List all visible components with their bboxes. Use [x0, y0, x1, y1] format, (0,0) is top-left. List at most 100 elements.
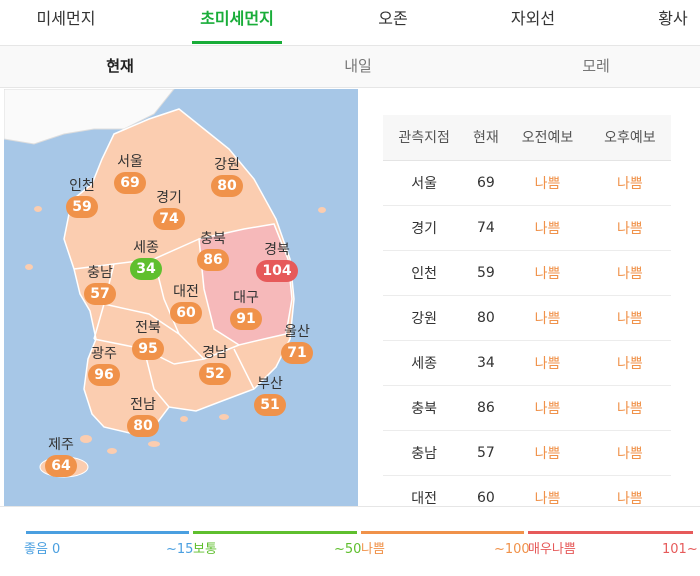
region-name: 경기: [156, 190, 182, 206]
region-value: 51: [254, 394, 286, 416]
region-name: 경남: [202, 345, 228, 361]
tab-yellow-dust[interactable]: 황사: [658, 9, 688, 28]
region-name: 울산: [284, 324, 310, 340]
tab-uv[interactable]: 자외선: [510, 9, 556, 28]
cell-current: 80: [465, 295, 507, 341]
legend-normal-start: 보통: [193, 542, 217, 557]
cell-current: 60: [465, 475, 507, 506]
legend-bad-start: 나쁨: [361, 542, 385, 557]
region-value: 74: [153, 208, 185, 230]
region-name: 부산: [257, 376, 283, 392]
cell-station: 인천: [383, 250, 466, 296]
cell-am-forecast: 나쁨: [506, 475, 589, 506]
region-name: 광주: [91, 346, 117, 362]
region-gyeongbuk[interactable]: 경북 104: [247, 241, 307, 282]
legend-bar-very-bad: [528, 531, 693, 534]
region-jeonbuk[interactable]: 전북 95: [118, 319, 178, 360]
tab-day-after[interactable]: 모레: [582, 57, 610, 75]
cell-pm-forecast: 나쁨: [588, 250, 671, 296]
cell-pm-forecast: 나쁨: [588, 160, 671, 206]
region-value: 95: [132, 338, 164, 360]
header-current: 현재: [465, 115, 507, 161]
cell-pm-forecast: 나쁨: [588, 295, 671, 341]
region-gwangju[interactable]: 광주 96: [74, 345, 134, 386]
legend-very-bad-start: 매우나쁨: [528, 542, 576, 557]
cell-pm-forecast: 나쁨: [588, 205, 671, 251]
region-gyeonggi[interactable]: 경기 74: [139, 189, 199, 230]
legend-good-start: 좋음 0: [24, 542, 61, 557]
region-gangwon[interactable]: 강원 80: [197, 156, 257, 197]
region-gyeongnam[interactable]: 경남 52: [185, 344, 245, 385]
region-name: 전북: [135, 320, 161, 336]
region-value: 80: [211, 175, 243, 197]
tab-today[interactable]: 현재: [106, 57, 134, 75]
cell-current: 34: [465, 340, 507, 386]
table-row: 충북 86 나쁨 나쁨: [383, 385, 671, 431]
legend-bar-bad: [361, 531, 524, 534]
cell-pm-forecast: 나쁨: [588, 340, 671, 386]
legend-very-bad-end: 101~: [662, 542, 698, 557]
table-row: 서울 69 나쁨 나쁨: [383, 160, 671, 206]
region-daegu[interactable]: 대구 91: [216, 289, 276, 330]
region-jeju[interactable]: 제주 64: [31, 436, 91, 477]
region-value: 71: [281, 342, 313, 364]
cell-current: 59: [465, 250, 507, 296]
table-row: 강원 80 나쁨 나쁨: [383, 295, 671, 341]
table-row: 경기 74 나쁨 나쁨: [383, 205, 671, 251]
region-value: 52: [199, 363, 231, 385]
cell-am-forecast: 나쁨: [506, 430, 589, 476]
region-value: 91: [230, 308, 262, 330]
cell-station: 충북: [383, 385, 466, 431]
cell-current: 86: [465, 385, 507, 431]
cell-am-forecast: 나쁨: [506, 250, 589, 296]
region-name: 전남: [130, 397, 156, 413]
region-value: 59: [66, 196, 98, 218]
cell-am-forecast: 나쁨: [506, 160, 589, 206]
main-tab-bar: 미세먼지 초미세먼지 오존 자외선 황사: [0, 0, 700, 46]
korea-map: 인천 59 서울 69 강원 80 경기 74 세종 34 충북 86 경북 1…: [4, 89, 358, 506]
cell-am-forecast: 나쁨: [506, 295, 589, 341]
tab-tomorrow[interactable]: 내일: [344, 57, 372, 75]
region-name: 제주: [48, 437, 74, 453]
cell-pm-forecast: 나쁨: [588, 430, 671, 476]
region-incheon[interactable]: 인천 59: [52, 177, 112, 218]
region-name: 세종: [133, 240, 159, 256]
region-value: 34: [130, 258, 162, 280]
tab-pm25[interactable]: 초미세먼지: [192, 0, 282, 46]
region-name: 경북: [264, 242, 290, 258]
region-name: 충남: [87, 265, 113, 281]
region-value: 96: [88, 364, 120, 386]
tab-ozone[interactable]: 오존: [378, 9, 408, 28]
legend-bad-end: ~100: [494, 542, 530, 557]
table-row: 충남 57 나쁨 나쁨: [383, 430, 671, 476]
legend-normal-end: ~50: [334, 542, 362, 557]
legend-bar-normal: [193, 531, 357, 534]
cell-current: 69: [465, 160, 507, 206]
grade-legend: 좋음 0 ~15 보통 ~50 나쁨 ~100 매우나쁨 101~: [0, 506, 700, 576]
header-am-forecast: 오전예보: [506, 115, 589, 161]
cell-station: 충남: [383, 430, 466, 476]
region-daejeon[interactable]: 대전 60: [156, 283, 216, 324]
region-jeonnam[interactable]: 전남 80: [113, 396, 173, 437]
region-chungnam[interactable]: 충남 57: [70, 264, 130, 305]
region-value: 57: [84, 283, 116, 305]
region-sejong[interactable]: 세종 34: [116, 239, 176, 280]
day-tab-bar: 현재 내일 모레: [0, 46, 700, 88]
table-row: 대전 60 나쁨 나쁨: [383, 475, 671, 506]
region-name: 서울: [117, 154, 143, 170]
region-value: 60: [170, 302, 202, 324]
region-chungbuk[interactable]: 충북 86: [183, 230, 243, 271]
cell-am-forecast: 나쁨: [506, 385, 589, 431]
region-ulsan[interactable]: 울산 71: [267, 323, 327, 364]
tab-pm10[interactable]: 미세먼지: [36, 9, 96, 28]
header-station: 관측지점: [383, 115, 466, 161]
region-value: 86: [197, 249, 229, 271]
cell-current: 57: [465, 430, 507, 476]
legend-good-end: ~15: [166, 542, 194, 557]
region-value: 64: [45, 455, 77, 477]
cell-current: 74: [465, 205, 507, 251]
cell-pm-forecast: 나쁨: [588, 385, 671, 431]
region-busan[interactable]: 부산 51: [240, 375, 300, 416]
cell-pm-forecast: 나쁨: [588, 475, 671, 506]
region-seoul[interactable]: 서울 69: [100, 153, 160, 194]
